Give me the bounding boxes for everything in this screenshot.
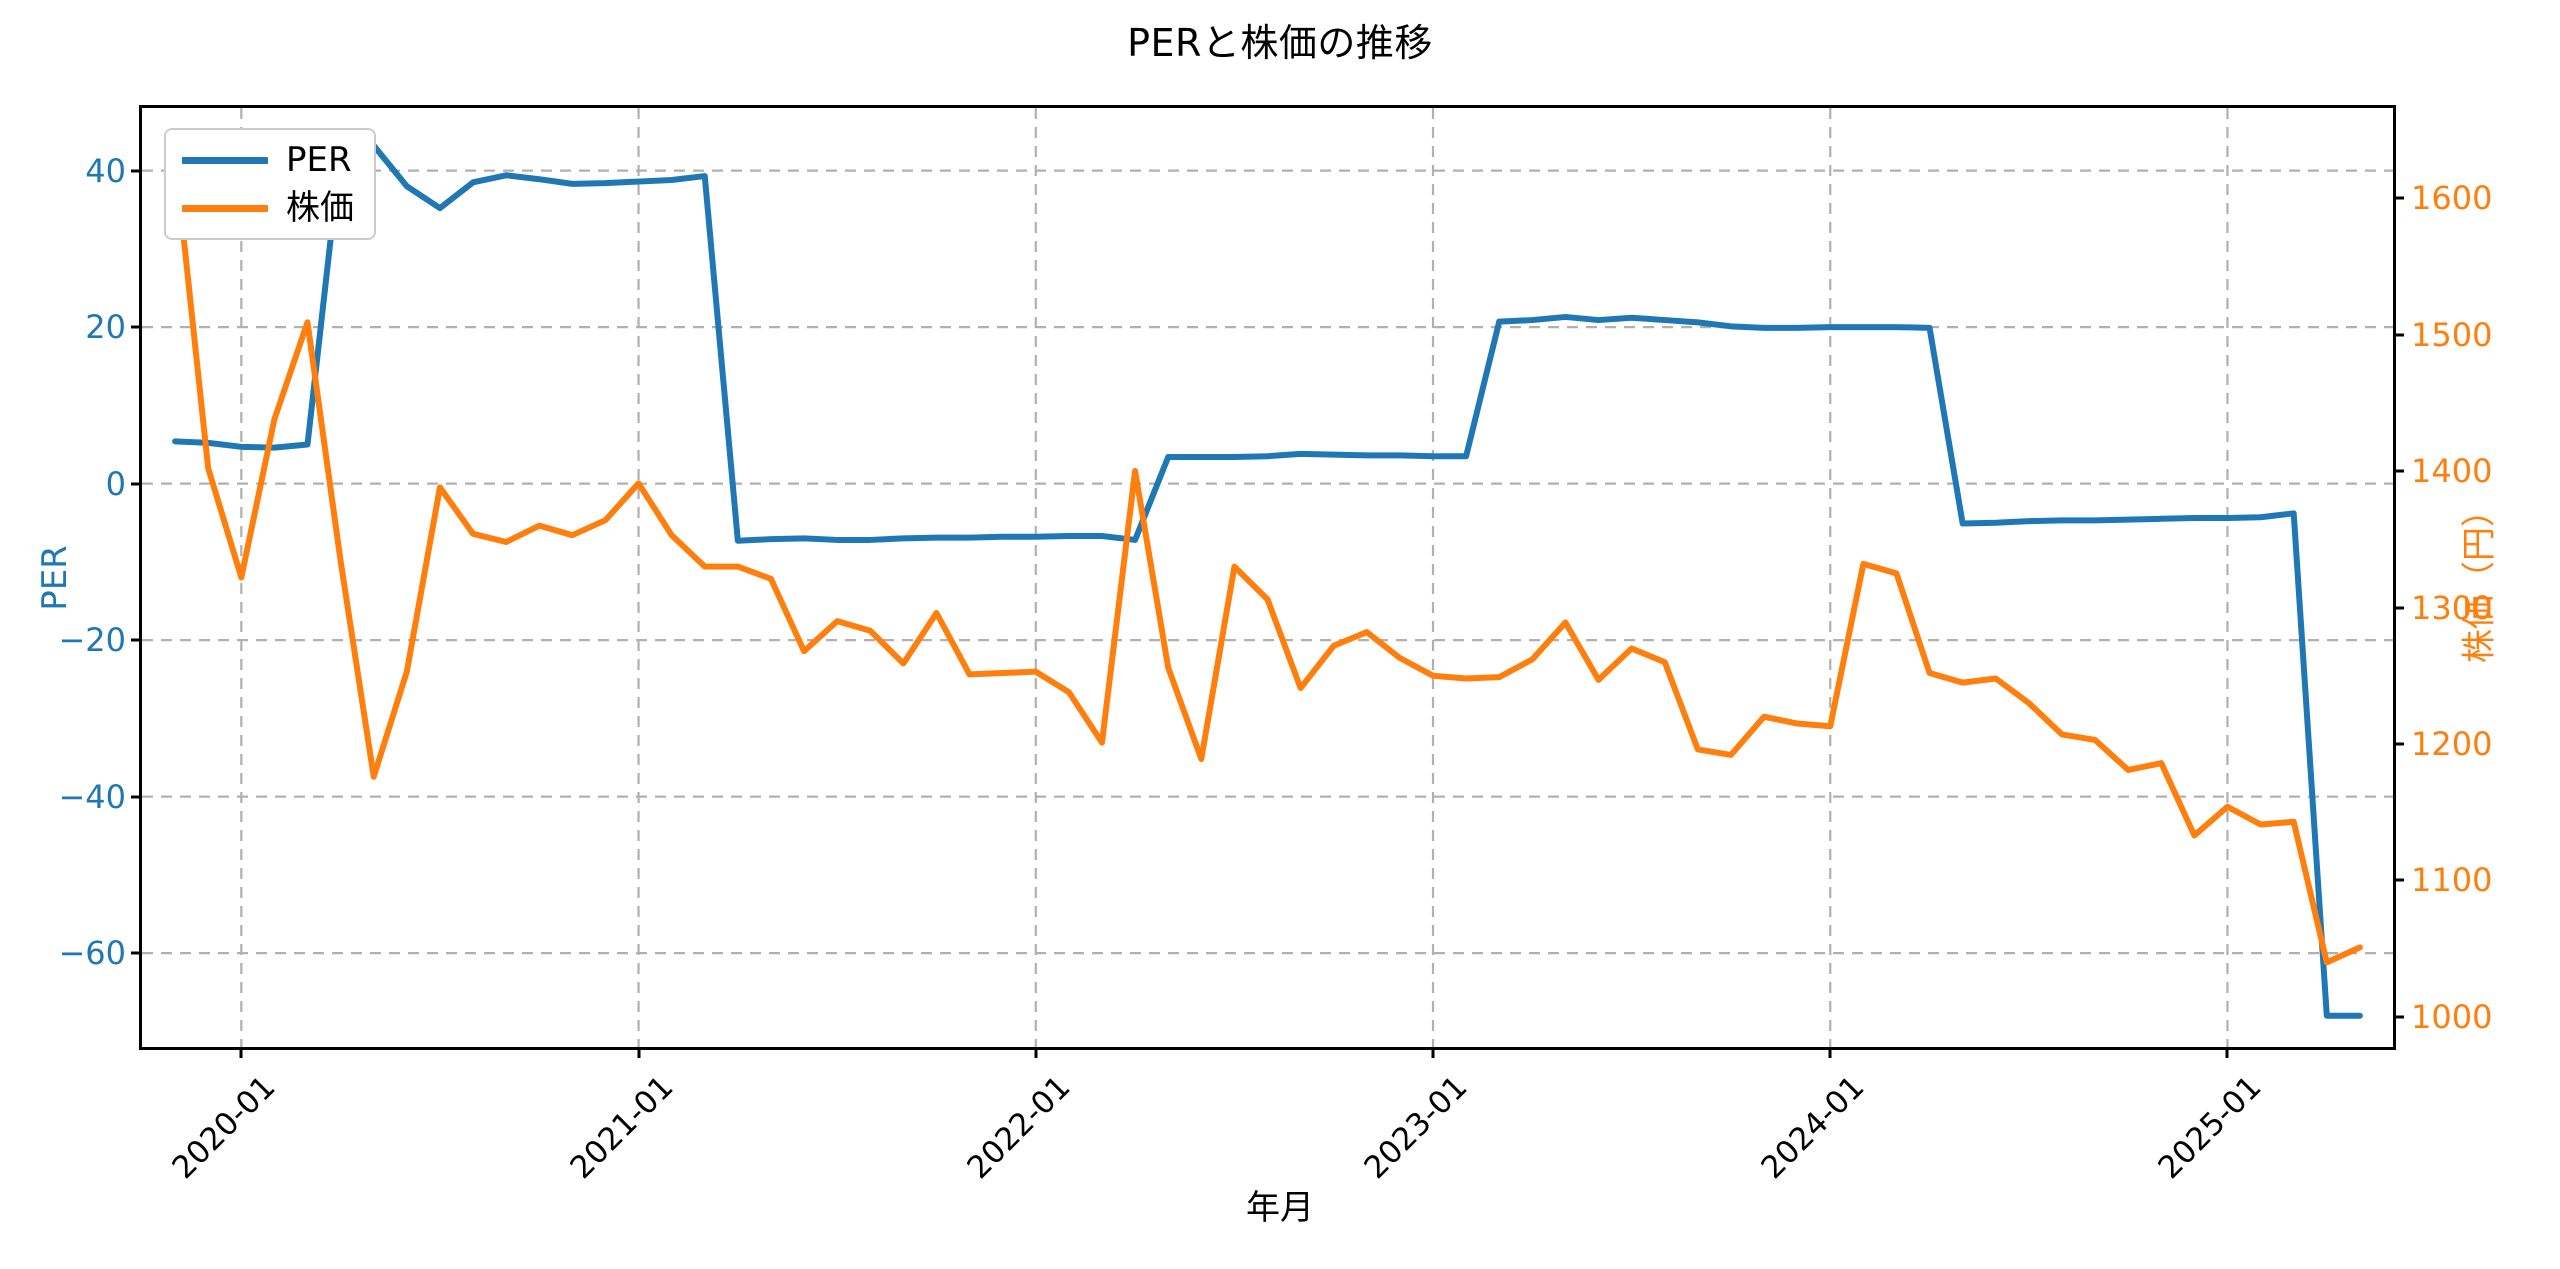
left-axis-label: PER bbox=[34, 544, 75, 611]
left-axis-ticklabel: 40 bbox=[85, 151, 126, 190]
x-axis-label: 年月 bbox=[1246, 1188, 1314, 1228]
right-axis-ticklabel: 1600 bbox=[2411, 179, 2493, 218]
series-line-PER bbox=[175, 146, 2360, 1016]
legend-label: PER bbox=[286, 140, 352, 180]
chart-legend: PER 株価 bbox=[164, 128, 376, 240]
left-axis-ticklabel: 0 bbox=[105, 464, 126, 503]
x-axis-ticklabel: 2021-01 bbox=[562, 1069, 680, 1187]
right-axis-tickmark bbox=[2393, 333, 2404, 337]
right-axis-tickmark bbox=[2393, 878, 2404, 882]
left-axis-tickmark bbox=[131, 169, 142, 173]
plot-area: 40 20 0 −20 −40 −60 PER 1600 1500 1400 1300 1200 1… bbox=[35, 105, 2500, 1186]
x-axis-tickmark bbox=[1034, 1047, 1038, 1058]
right-axis-ticklabel: 1000 bbox=[2411, 997, 2493, 1036]
legend-swatch-PER bbox=[182, 156, 268, 164]
right-axis-tickmark bbox=[2393, 606, 2404, 610]
x-axis-ticklabel: 2024-01 bbox=[1754, 1069, 1872, 1187]
x-axis-ticklabel: 2025-01 bbox=[2151, 1069, 2269, 1187]
legend-swatch-株価 bbox=[182, 204, 268, 212]
x-axis-tickmark bbox=[1431, 1047, 1435, 1058]
right-axis-ticklabel: 1400 bbox=[2411, 452, 2493, 491]
plot-svg bbox=[142, 108, 2393, 1047]
left-axis-ticklabel: −20 bbox=[58, 621, 126, 660]
chart-title: PERと株価の推移 bbox=[1127, 21, 1433, 65]
right-axis-label: 株価（円） bbox=[2459, 492, 2500, 663]
series-line-株価 bbox=[175, 157, 2360, 962]
x-axis-ticklabel: 2022-01 bbox=[960, 1069, 1078, 1187]
data-lines bbox=[175, 146, 2360, 1016]
right-axis-ticklabel: 1300 bbox=[2411, 588, 2493, 627]
right-axis-ticklabel: 1100 bbox=[2411, 861, 2493, 900]
left-axis-ticklabel: 20 bbox=[85, 308, 126, 347]
x-axis-tickmark bbox=[1828, 1047, 1832, 1058]
left-axis-tickmark bbox=[131, 638, 142, 642]
left-axis-ticklabel: −40 bbox=[58, 777, 126, 816]
left-axis-ticklabel: −60 bbox=[58, 934, 126, 973]
right-axis-ticklabel: 1500 bbox=[2411, 315, 2493, 354]
legend-item-PER[interactable]: PER bbox=[182, 143, 354, 177]
right-axis-tickmark bbox=[2393, 196, 2404, 200]
x-axis-ticklabel: 2023-01 bbox=[1357, 1069, 1475, 1187]
right-axis-tickmark bbox=[2393, 1015, 2404, 1019]
x-axis-tickmark bbox=[637, 1047, 641, 1058]
left-axis-tickmark bbox=[131, 795, 142, 799]
x-axis-tickmark bbox=[2225, 1047, 2229, 1058]
left-axis-tickmark bbox=[131, 482, 142, 486]
right-axis-tickmark bbox=[2393, 469, 2404, 473]
legend-item-株価[interactable]: 株価 bbox=[182, 191, 354, 225]
gridlines bbox=[142, 108, 2393, 1047]
right-axis-ticklabel: 1200 bbox=[2411, 725, 2493, 763]
right-axis-tickmark bbox=[2393, 742, 2404, 746]
legend-label: 株価 bbox=[286, 188, 354, 228]
left-axis-tickmark bbox=[131, 325, 142, 329]
left-axis-tickmark bbox=[131, 951, 142, 955]
x-axis-ticklabel: 2020-01 bbox=[165, 1069, 283, 1187]
x-axis-tickmark bbox=[239, 1047, 243, 1058]
